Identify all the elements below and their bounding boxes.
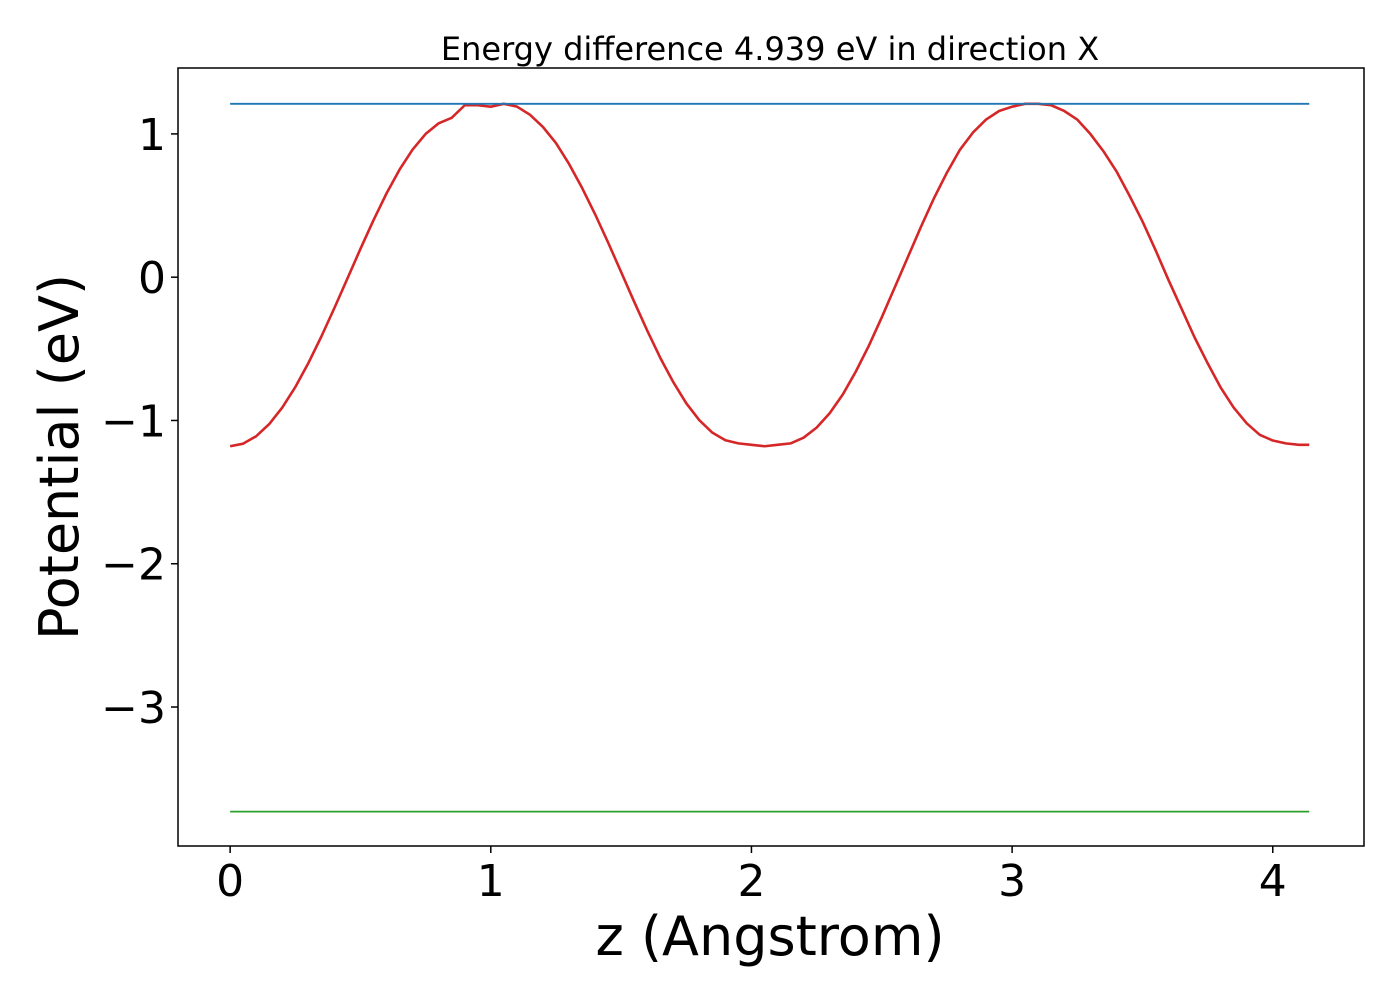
- y-tick-label: 0: [138, 253, 166, 304]
- series-line-1: [229, 102, 1310, 448]
- x-axis-label: z (Angstrom): [595, 905, 944, 968]
- y-tick-label: 1: [138, 110, 166, 161]
- plot-frame: [177, 67, 1365, 847]
- x-tick-label: 2: [737, 856, 765, 907]
- series-layer: [229, 102, 1310, 813]
- y-tick-label: −2: [101, 540, 166, 591]
- y-axis-label: Potential (eV): [28, 274, 91, 640]
- x-tick-label: 4: [1259, 856, 1287, 907]
- y-tick-label: −1: [101, 396, 166, 447]
- x-tick-label: 0: [216, 856, 244, 907]
- chart-title: Energy difference 4.939 eV in direction …: [441, 30, 1099, 68]
- x-axis-ticks: 0 1 2 3 4: [216, 846, 1287, 907]
- x-tick-label: 3: [998, 856, 1026, 907]
- x-tick-label: 1: [477, 856, 505, 907]
- y-axis-ticks: 1 0 −1 −2 −3: [101, 110, 178, 734]
- y-tick-label: −3: [101, 683, 166, 734]
